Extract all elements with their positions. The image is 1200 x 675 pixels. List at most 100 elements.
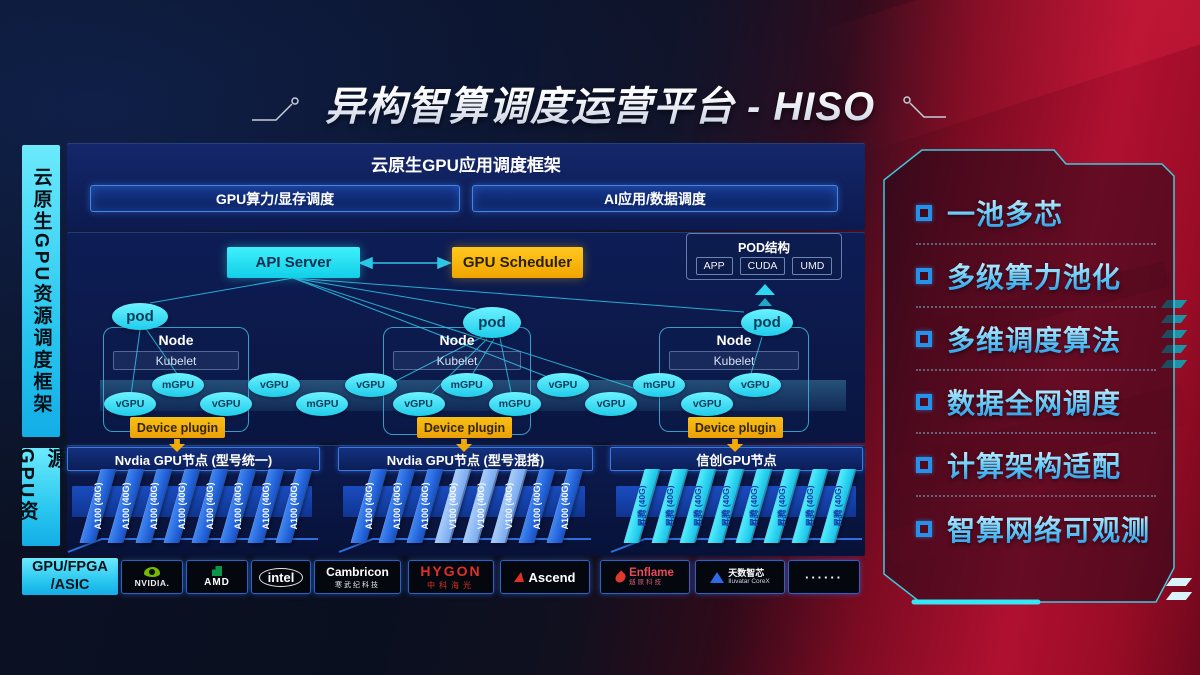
vendor-label: NVIDIA. xyxy=(134,577,170,588)
amd-logo-icon xyxy=(212,566,222,576)
vendor-hygon: HYGON 中科海光 xyxy=(408,560,494,594)
gpu-scheduler-box: GPU Scheduler xyxy=(452,247,583,278)
gpu-card-label: A100 (40G) xyxy=(363,482,374,530)
sidebar-scheduling-label: 云原生GPU资源调度框架 xyxy=(22,145,60,437)
gpu-node-header: Nvdia GPU节点 (型号统一) xyxy=(67,447,320,471)
feature-item: 计算架构适配 xyxy=(916,434,1156,497)
nvidia-eye-icon xyxy=(144,566,160,577)
mgpu-ellipse: mGPU xyxy=(488,392,541,416)
mgpu-ellipse: mGPU xyxy=(296,392,349,416)
pod-struct-box: POD结构 APP CUDA UMD xyxy=(686,233,842,280)
gpu-card-label: 昇腾 (40G) xyxy=(720,485,731,527)
vendor-logo-row: Ascend xyxy=(513,569,576,585)
gpu-card-label: 昇腾 (40G) xyxy=(804,485,815,527)
gpu-card-label: A100 (40G) xyxy=(260,482,271,530)
vendor-sublabel: 寒武纪科技 xyxy=(335,581,380,589)
feature-label: 数据全网调度 xyxy=(947,382,1121,422)
vendor-ascend: Ascend xyxy=(500,560,590,594)
gpu-card-label: A100 (40G) xyxy=(232,482,243,530)
vendor-label: ······ xyxy=(805,569,843,585)
gpu-card-label: A100 (40G) xyxy=(559,482,570,530)
kubelet-bar: Kubelet xyxy=(393,351,521,370)
gpu-card-label: V100 (40G) xyxy=(475,482,486,530)
feature-label: 一池多芯 xyxy=(947,193,1063,233)
gpu-card-label: 昇腾 (40G) xyxy=(692,485,703,527)
gpu-card-label: 昇腾 (40G) xyxy=(636,485,647,527)
vgpu-ellipse: vGPU xyxy=(729,373,782,397)
vendor-label: Ascend xyxy=(528,569,576,585)
vendor-iluvatar: 天数智芯 Iluvatar CoreX xyxy=(695,560,785,594)
gpu-card-label: A100 (40G) xyxy=(148,482,159,530)
gpu-card-label: 昇腾 (40G) xyxy=(664,485,675,527)
gpu-card-label: A100 (40G) xyxy=(419,482,430,530)
mgpu-ellipse: mGPU xyxy=(633,373,686,397)
square-bullet-icon xyxy=(916,520,932,537)
gpu-card-label: V100 (40G) xyxy=(447,482,458,530)
framework-title: 云原生GPU应用调度框架 xyxy=(371,156,561,175)
kubelet-bar: Kubelet xyxy=(669,351,799,370)
vendor-enflame: Enflame 燧原科技 xyxy=(600,560,690,594)
ascend-logo-icon xyxy=(513,572,526,582)
vendor-label: intel xyxy=(258,567,304,587)
gpu-card-label: A100 (40G) xyxy=(391,482,402,530)
gpu-card-label: 昇腾 (40G) xyxy=(748,485,759,527)
compute-schedule-bar: GPU算力/显存调度 xyxy=(90,185,460,212)
gpu-card-label: 昇腾 (40G) xyxy=(776,485,787,527)
vendor-cambricon: Cambricon 寒武纪科技 xyxy=(314,560,401,594)
vendor-amd: AMD xyxy=(186,560,248,594)
device-plugin-box: Device plugin xyxy=(417,417,512,438)
sidebar-hardware-label: GPU/FPGA /ASIC xyxy=(22,558,118,595)
vgpu-ellipse: vGPU xyxy=(536,373,589,397)
vgpu-ellipse: vGPU xyxy=(200,392,253,416)
vendor-text-col: 天数智芯 Iluvatar CoreX xyxy=(728,567,770,586)
gpu-node-header: Nvdia GPU节点 (型号混搭) xyxy=(338,447,593,471)
feature-label: 多级算力池化 xyxy=(947,256,1121,296)
square-bullet-icon xyxy=(916,393,932,410)
feature-label: 智算网络可观测 xyxy=(947,509,1150,549)
pod-struct-item: CUDA xyxy=(739,257,786,275)
square-bullet-icon xyxy=(916,330,932,347)
gpu-card-label: A100 (40G) xyxy=(120,482,131,530)
vendor-label: 天数智芯 xyxy=(728,567,765,578)
ai-schedule-bar: AI应用/数据调度 xyxy=(472,185,838,212)
gpu-card-label: A100 (40G) xyxy=(288,482,299,530)
vgpu-ellipse: vGPU xyxy=(585,392,637,416)
square-bullet-icon xyxy=(916,204,932,221)
gpu-node-header: 信创GPU节点 xyxy=(610,447,863,471)
node-label: Node xyxy=(716,332,752,348)
vendor-more: ······ xyxy=(788,560,860,594)
device-plugin-box: Device plugin xyxy=(130,417,225,438)
device-plugin-box: Device plugin xyxy=(688,417,783,438)
vgpu-ellipse: vGPU xyxy=(248,373,301,397)
pod-ellipse: pod xyxy=(112,303,168,330)
gpu-card-label: 昇腾 (40G) xyxy=(832,485,843,527)
vgpu-ellipse: vGPU xyxy=(681,392,734,416)
gpu-card-label: A100 (40G) xyxy=(204,482,215,530)
pod-struct-item: APP xyxy=(695,257,733,275)
vendor-text-col: Enflame 燧原科技 xyxy=(629,567,674,587)
node-label: Node xyxy=(158,332,194,348)
vendor-sublabel: 燧原科技 xyxy=(629,579,664,586)
vendor-logo-row: Enflame 燧原科技 xyxy=(613,567,674,587)
mgpu-ellipse: mGPU xyxy=(440,373,493,397)
vgpu-ellipse: vGPU xyxy=(104,392,156,416)
vgpu-ellipse: vGPU xyxy=(392,392,445,416)
page-title: 异构智算调度运营平台 - HISO xyxy=(0,74,1200,132)
vendor-sublabel: 中科海光 xyxy=(427,581,475,590)
vendor-intel: intel xyxy=(251,560,311,594)
pod-struct-item: UMD xyxy=(792,257,833,275)
vgpu-ellipse: vGPU xyxy=(344,373,397,397)
gpu-card-label: A100 (40G) xyxy=(176,482,187,530)
vendor-logo-row: 天数智芯 Iluvatar CoreX xyxy=(710,567,770,586)
square-bullet-icon xyxy=(916,267,932,284)
vendor-sublabel: Iluvatar CoreX xyxy=(728,577,770,585)
enflame-flame-icon xyxy=(613,569,628,585)
gpu-card-label: V100 (40G) xyxy=(503,482,514,530)
node-label: Node xyxy=(439,332,475,348)
iluvatar-logo-icon xyxy=(710,571,725,583)
feature-item: 智算网络可观测 xyxy=(916,497,1156,560)
feature-item: 一池多芯 xyxy=(916,182,1156,245)
gpu-card-label: A100 (40G) xyxy=(531,482,542,530)
square-bullet-icon xyxy=(916,456,932,473)
pod-struct-items: APP CUDA UMD xyxy=(687,257,841,275)
